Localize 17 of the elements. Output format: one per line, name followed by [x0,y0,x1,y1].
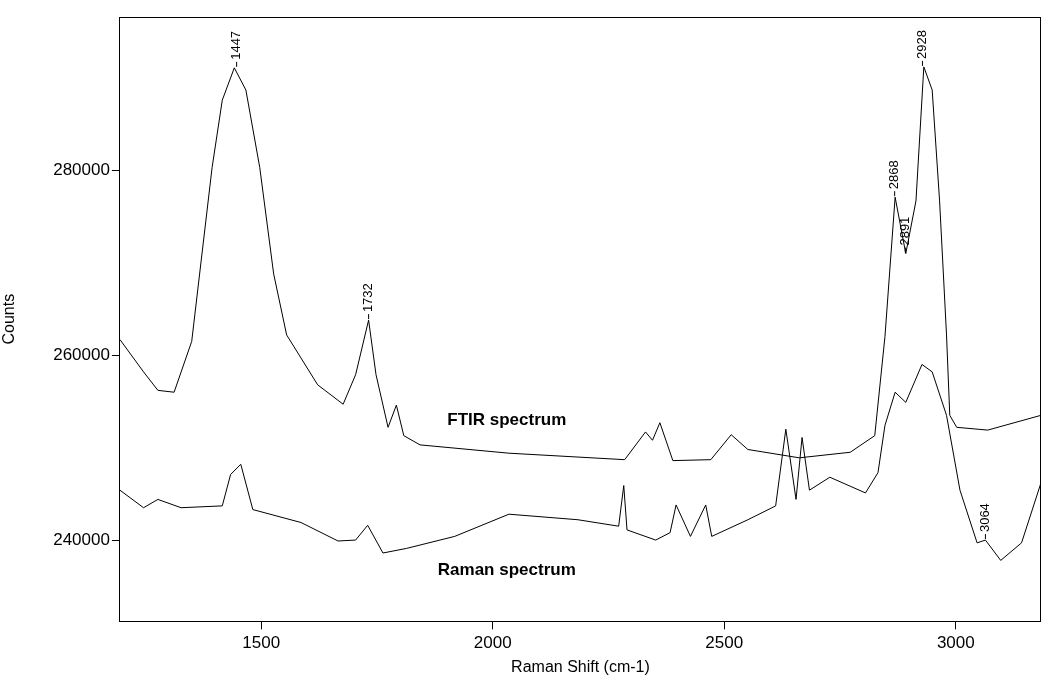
y-axis-title: Counts [0,293,18,345]
series-label: Raman spectrum [437,559,576,579]
annotation: 1447 [228,30,244,60]
annotation: 2868 [886,160,902,190]
x-tick-label: 1500 [242,633,281,653]
x-tick-label: 2500 [705,633,744,653]
annotation: 3064 [977,503,993,533]
y-tick-label: 260000 [53,344,110,364]
x-tick-label: 2000 [473,633,512,653]
annotation: 2928 [914,29,930,59]
x-tick-label: 3000 [936,633,975,653]
annotation: 2891 [896,216,912,246]
annotation: 1732 [360,283,376,313]
x-axis-title: Raman Shift (cm-1) [511,657,650,675]
y-tick-label: 280000 [53,160,110,180]
series-label: FTIR spectrum [447,409,567,429]
y-tick-label: 240000 [53,529,110,549]
